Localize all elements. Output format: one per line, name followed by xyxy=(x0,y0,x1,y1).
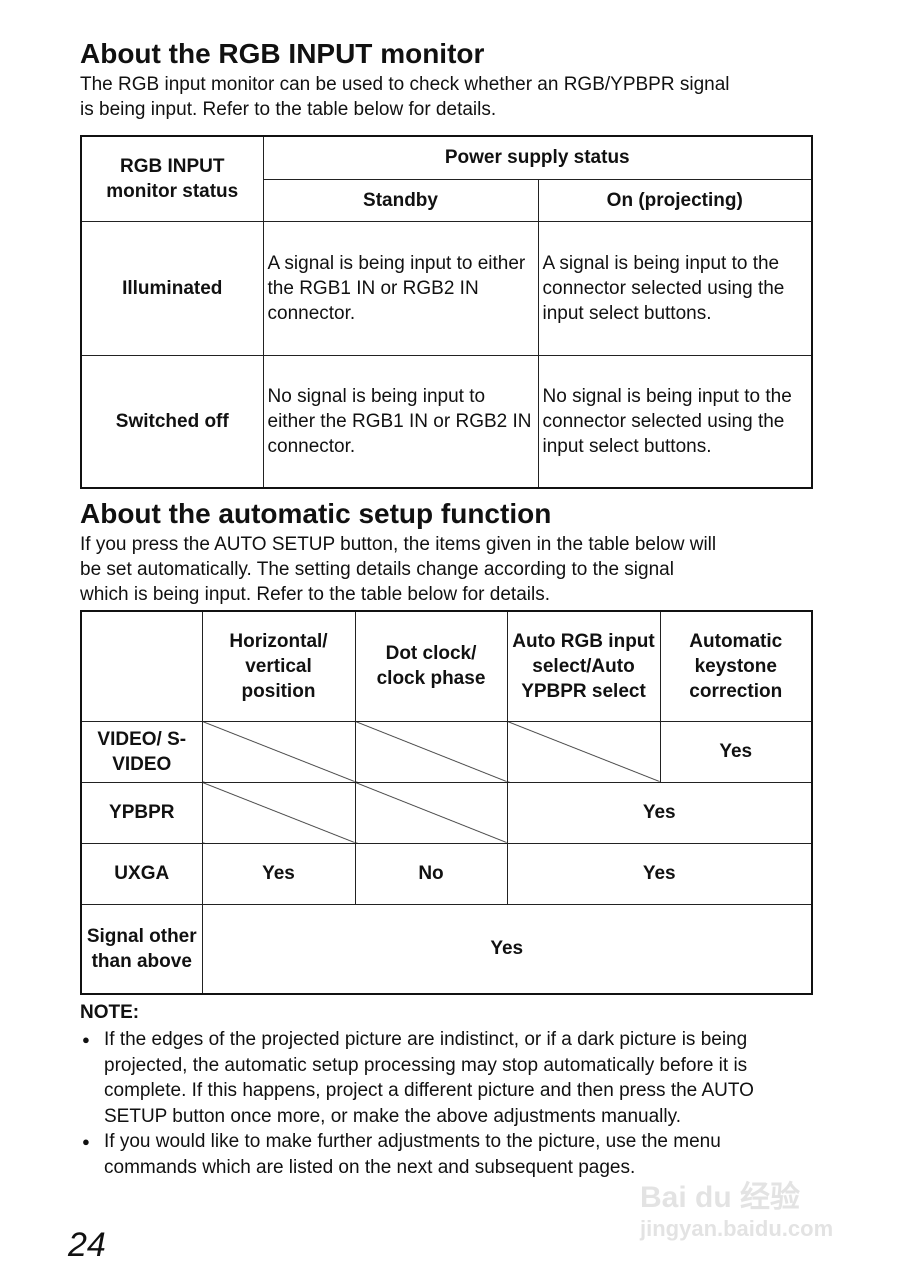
not-applicable-cell xyxy=(354,781,508,844)
auto-setup-table: Horizontal/ vertical position Dot clock/… xyxy=(80,610,813,995)
group-header: Power supply status xyxy=(262,135,813,180)
intro-text: is being input. Refer to the table below… xyxy=(80,99,497,120)
corner-header: RGB INPUT monitor status xyxy=(80,135,264,222)
col-header: Auto RGB input select/Auto YPBPR select xyxy=(506,610,661,722)
cell: Yes xyxy=(506,781,813,844)
cell: A signal is being input to either the RG… xyxy=(262,220,539,356)
rgb-monitor-table: RGB INPUT monitor status Power supply st… xyxy=(80,135,813,489)
note-list: If the edges of the projected picture ar… xyxy=(80,1027,810,1180)
table-row: UXGA Yes No Yes xyxy=(80,842,813,905)
row-label: VIDEO/ S-VIDEO xyxy=(80,720,203,783)
row-label: Illuminated xyxy=(80,220,264,356)
table-row: YPBPR Yes xyxy=(80,781,813,844)
table-row: Illuminated A signal is being input to e… xyxy=(80,220,813,356)
col-header-standby: Standby xyxy=(262,178,539,222)
row-label: Signal other than above xyxy=(80,903,203,995)
table-row: Switched off No signal is being input to… xyxy=(80,354,813,489)
corner-cell xyxy=(80,610,203,722)
cell: Yes xyxy=(506,842,813,905)
cell: No xyxy=(354,842,508,905)
row-label: YPBPR xyxy=(80,781,203,844)
note-heading: NOTE: xyxy=(80,1002,140,1023)
table-row: VIDEO/ S-VIDEO Yes xyxy=(80,720,813,783)
page-number: 24 xyxy=(68,1226,106,1264)
note-item: If the edges of the projected picture ar… xyxy=(80,1027,810,1129)
row-label: Switched off xyxy=(80,354,264,489)
intro-text: If you press the AUTO SETUP button, the … xyxy=(80,534,717,555)
watermark-url: jingyan.baidu.com xyxy=(640,1216,834,1241)
not-applicable-cell xyxy=(506,720,661,783)
intro-text: which is being input. Refer to the table… xyxy=(80,584,550,605)
cell: Yes xyxy=(201,842,356,905)
col-header: Automatic keystone correction xyxy=(659,610,813,722)
col-header: Horizontal/ vertical position xyxy=(201,610,356,722)
cell: No signal is being input to either the R… xyxy=(262,354,539,489)
not-applicable-cell xyxy=(201,720,356,783)
table-row: Signal other than above Yes xyxy=(80,903,813,995)
not-applicable-cell xyxy=(201,781,356,844)
col-header: Dot clock/ clock phase xyxy=(354,610,508,722)
watermark-logo: Bai du 经验 xyxy=(640,1181,801,1214)
cell: No signal is being input to the connecto… xyxy=(537,354,813,489)
row-label: UXGA xyxy=(80,842,203,905)
intro-text: The RGB input monitor can be used to che… xyxy=(80,74,730,95)
not-applicable-cell xyxy=(354,720,508,783)
section-title-rgb-input-monitor: About the RGB INPUT monitor xyxy=(80,38,485,69)
intro-text: be set automatically. The setting detail… xyxy=(80,559,674,580)
col-header-on: On (projecting) xyxy=(537,178,813,222)
cell: Yes xyxy=(659,720,813,783)
cell: A signal is being input to the connector… xyxy=(537,220,813,356)
cell: Yes xyxy=(201,903,813,995)
note-item: If you would like to make further adjust… xyxy=(80,1129,810,1180)
section-title-auto-setup: About the automatic setup function xyxy=(80,498,552,529)
